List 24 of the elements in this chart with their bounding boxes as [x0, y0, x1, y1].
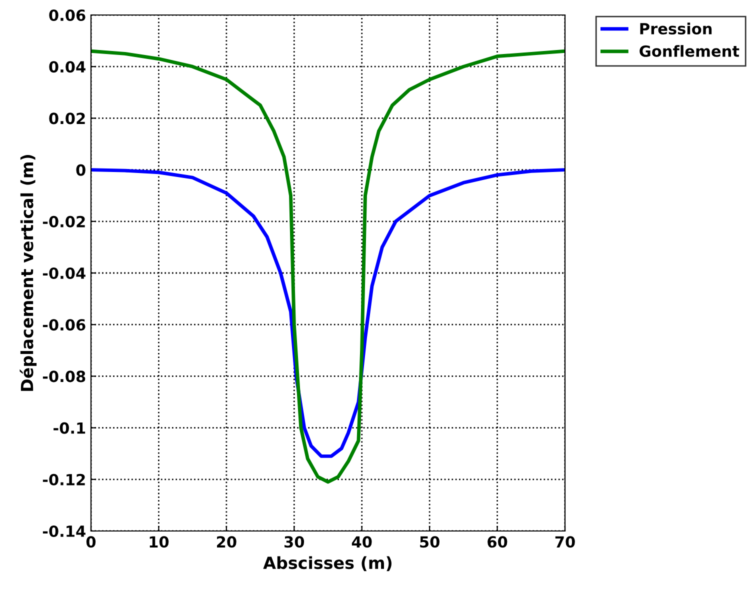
x-tick-label: 40 — [352, 536, 372, 548]
y-tick-label: 0.02 — [49, 112, 85, 124]
y-tick-label: -0.08 — [42, 370, 86, 382]
x-tick-label: 20 — [217, 536, 236, 548]
x-tick-label: 10 — [150, 536, 169, 548]
x-tick-label: 70 — [555, 536, 575, 548]
x-axis-title: Abscisses (m) — [263, 556, 392, 572]
y-tick-label: -0.1 — [54, 422, 86, 434]
x-tick-label: 50 — [420, 536, 440, 548]
y-tick-label: -0.04 — [42, 267, 86, 280]
y-tick-label: -0.06 — [42, 319, 86, 331]
y-tick-label: 0.06 — [49, 9, 86, 22]
y-tick-label: -0.14 — [42, 525, 86, 538]
legend-label: Gonflement — [640, 45, 740, 57]
y-tick-label: 0.04 — [49, 61, 86, 73]
y-tick-label: -0.12 — [42, 474, 85, 486]
line-series — [91, 49, 565, 484]
y-tick-label: 0 — [76, 164, 86, 176]
y-axis-title: Déplacement vertical (m) — [20, 155, 37, 391]
x-tick-label: 60 — [488, 536, 508, 548]
y-tick-label: -0.02 — [42, 216, 85, 228]
legend-label: Pression — [640, 22, 712, 34]
x-tick-label: 30 — [284, 536, 304, 548]
x-tick-label: 0 — [86, 536, 96, 548]
